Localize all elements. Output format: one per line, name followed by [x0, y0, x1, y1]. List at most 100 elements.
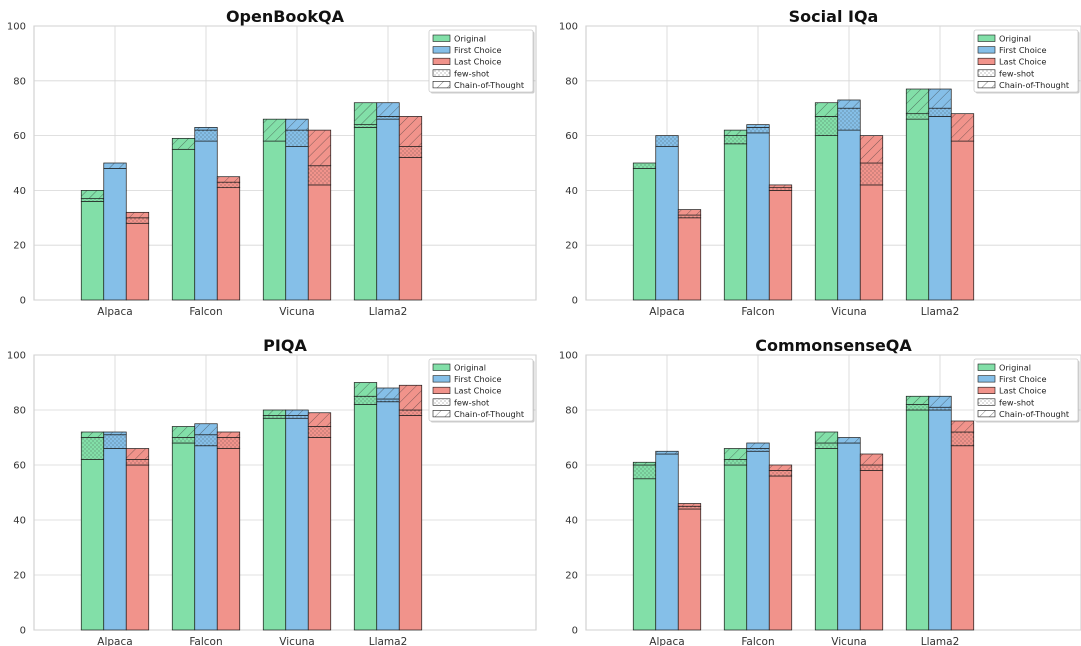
bar-first-choice-vicuna-cot-pattern [837, 437, 861, 443]
bar-first-choice-falcon-few-shot-pattern [194, 130, 218, 142]
bar-original-vicuna-cot-pattern [815, 432, 838, 443]
bar-last-choice-alpaca-base [125, 222, 150, 301]
bar-original-alpaca-few-shot-pattern [81, 437, 104, 460]
panel-openbookqa: OpenBookQA 0 20 40 60 80 100 Alpaca Falcon Vicuna… [7, 7, 537, 318]
bar-first-choice-vicuna-base [837, 442, 861, 631]
panel-piqa: PIQA 0 20 40 60 80 100 Alpaca Falcon Vicuna Llama2… [7, 336, 537, 646]
bar-original-vicuna-base [814, 135, 839, 301]
y-tick-label: 80 [13, 76, 26, 87]
bar-first-choice-llama2-cot-pattern [376, 388, 400, 399]
bar-last-choice-vicuna-base [859, 470, 884, 631]
y-tick-label: 100 [559, 351, 578, 362]
bar-original-alpaca-base [80, 459, 105, 631]
bar-first-choice-llama2-few-shot-pattern [928, 108, 952, 117]
bar-last-choice-falcon-base [216, 187, 241, 301]
bar-original-alpaca-base [632, 478, 657, 631]
legend-pattern-few-shot [978, 69, 995, 77]
bar-last-choice-alpaca-few-shot-pattern [126, 459, 149, 465]
bar-first-choice-vicuna-base [285, 146, 309, 301]
bar-last-choice-falcon-cot-pattern [769, 465, 792, 471]
bar-last-choice-alpaca-few-shot-pattern [126, 217, 149, 224]
bar-original-llama2-few-shot-pattern [354, 124, 377, 128]
bar-original-vicuna-base [262, 140, 287, 301]
legend-box [973, 29, 1079, 93]
y-tick-label: 80 [565, 76, 578, 87]
y-tick-label: 0 [20, 626, 26, 637]
bar-original-alpaca-cot-pattern [81, 190, 104, 199]
legend-swatch-original [432, 34, 451, 42]
x-tick-label: Llama2 [921, 636, 960, 646]
bar-last-choice-llama2-cot-pattern [399, 116, 422, 147]
panel-commonsenseqa: CommonsenseQA 0 20 40 60 80 100 Alpaca Falcon Vic… [559, 336, 1081, 646]
bar-original-alpaca-few-shot-pattern [81, 198, 104, 202]
x-tick-label: Vicuna [831, 636, 866, 646]
bar-last-choice-falcon-cot-pattern [217, 176, 240, 183]
chart-title: OpenBookQA [226, 7, 345, 26]
legend-box [973, 358, 1079, 422]
bar-first-choice-falcon-cot-pattern [746, 443, 770, 449]
x-tick-label: Llama2 [921, 306, 960, 318]
y-tick-label: 40 [13, 186, 26, 197]
legend-label-original: Original [999, 363, 1031, 373]
bar-original-llama2-few-shot-pattern [906, 404, 929, 410]
bar-first-choice-vicuna-base [285, 417, 309, 631]
bar-last-choice-falcon-base [216, 448, 241, 631]
bar-last-choice-falcon-few-shot-pattern [769, 187, 792, 191]
y-tick-label: 60 [565, 131, 578, 142]
y-tick-label: 40 [13, 516, 26, 527]
y-tick-label: 60 [13, 131, 26, 142]
legend-pattern-chain-of-thought [433, 410, 450, 417]
y-tick-label: 40 [565, 186, 578, 197]
bar-first-choice-alpaca-few-shot-pattern [103, 434, 127, 449]
y-tick-label: 100 [559, 22, 578, 33]
bar-first-choice-falcon-few-shot-pattern [746, 448, 770, 452]
bar-original-llama2-few-shot-pattern [354, 396, 377, 405]
legend-label-first-choice: First Choice [999, 45, 1047, 55]
legend-label-chain-of-thought: Chain-of-Thought [999, 80, 1070, 90]
y-tick-label: 0 [572, 296, 578, 307]
bar-original-llama2-few-shot-pattern [906, 113, 929, 120]
bar-first-choice-falcon-base [746, 450, 770, 631]
chart-title: CommonsenseQA [755, 336, 912, 355]
legend-label-original: Original [454, 363, 486, 373]
legend-pattern-few-shot [433, 398, 450, 406]
bar-first-choice-llama2-cot-pattern [376, 102, 400, 117]
y-tick-label: 20 [13, 241, 26, 252]
bar-original-alpaca-few-shot-pattern [633, 465, 656, 479]
bar-first-choice-llama2-few-shot-pattern [376, 399, 400, 402]
bar-original-falcon-cot-pattern [724, 448, 747, 460]
bar-first-choice-vicuna-few-shot-pattern [285, 130, 309, 147]
bar-first-choice-alpaca-base [103, 448, 127, 631]
bar-last-choice-llama2-few-shot-pattern [951, 432, 974, 446]
x-tick-label: Falcon [741, 306, 774, 318]
bar-original-falcon-cot-pattern [172, 426, 195, 438]
bar-last-choice-alpaca-cot-pattern [678, 209, 701, 216]
bar-last-choice-alpaca-base [677, 217, 702, 301]
legend-swatch-original [977, 363, 996, 371]
y-tick-label: 100 [7, 351, 26, 362]
bar-first-choice-falcon-base [746, 132, 770, 301]
bar-original-vicuna-base [814, 448, 839, 631]
legend-pattern-chain-of-thought [433, 81, 450, 88]
bar-original-llama2-base [353, 127, 378, 301]
bar-original-vicuna-few-shot-pattern [815, 443, 838, 449]
bar-first-choice-falcon-cot-pattern [194, 127, 218, 131]
bar-last-choice-falcon-cot-pattern [217, 432, 240, 438]
bar-last-choice-alpaca-cot-pattern [678, 503, 701, 507]
legend-swatch-last-choice [432, 57, 451, 66]
bar-last-choice-vicuna-base [859, 184, 884, 301]
x-tick-label: Vicuna [279, 306, 314, 318]
bar-first-choice-vicuna-cot-pattern [285, 410, 309, 416]
bar-last-choice-llama2-cot-pattern [951, 421, 974, 432]
bar-last-choice-falcon-few-shot-pattern [217, 182, 240, 188]
bar-first-choice-vicuna-base [837, 129, 861, 301]
y-tick-label: 20 [13, 571, 26, 582]
bar-original-falcon-base [723, 143, 748, 301]
bar-last-choice-alpaca-cot-pattern [126, 212, 149, 218]
y-tick-label: 40 [565, 516, 578, 527]
bar-last-choice-llama2-few-shot-pattern [399, 410, 422, 416]
